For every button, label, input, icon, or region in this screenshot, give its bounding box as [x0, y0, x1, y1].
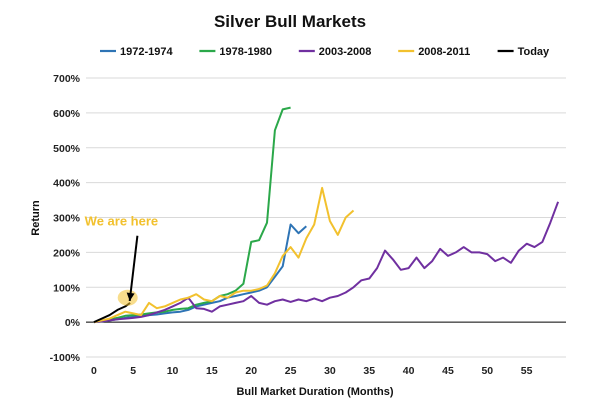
series-line-1978-1980 [93, 106, 291, 324]
x-tick-label: 50 [481, 365, 493, 377]
legend-label: 1978-1980 [219, 46, 272, 58]
y-tick-label: 400% [53, 178, 81, 190]
annotation-layer: We are here [85, 214, 158, 306]
annotation-label: We are here [85, 214, 158, 229]
annotation-arrow-head [126, 292, 135, 301]
x-tick-label: 0 [91, 365, 97, 377]
x-tick-label: 35 [363, 365, 375, 377]
x-axis-ticks: 0 5 10 15 20 25 30 35 40 45 50 55 [91, 365, 533, 377]
y-axis-title: Return [30, 200, 42, 236]
highlight-marker [117, 289, 138, 306]
chart-legend: 1972-1974 1978-1980 2003-2008 2008-2011 Toda… [100, 46, 550, 58]
legend-label: 2003-2008 [319, 46, 372, 58]
legend-label: 1972-1974 [120, 46, 173, 58]
x-tick-label: 30 [324, 365, 336, 377]
series-line-2003-2008 [93, 201, 560, 324]
series-lines [93, 106, 560, 324]
y-tick-label: 500% [53, 143, 81, 155]
chart-title: Silver Bull Markets [214, 12, 366, 31]
y-tick-label: 100% [53, 282, 81, 294]
x-tick-label: 40 [403, 365, 415, 377]
gridlines [86, 77, 566, 358]
y-axis-ticks: -100% 0% 100% 200% 300% 400% 500% 600% 700% [50, 73, 81, 364]
annotation-arrow-shaft [128, 235, 139, 302]
y-tick-label: 600% [53, 108, 81, 120]
x-tick-label: 25 [285, 365, 297, 377]
series-line-2008-2011 [93, 186, 355, 324]
x-tick-label: 45 [442, 365, 454, 377]
y-tick-label: 300% [53, 213, 81, 225]
x-tick-label: 5 [130, 365, 136, 377]
x-axis-title: Bull Market Duration (Months) [236, 386, 393, 398]
x-tick-label: 20 [245, 365, 257, 377]
y-tick-label: 200% [53, 247, 81, 259]
y-tick-label: 0% [65, 317, 81, 329]
legend-label: Today [518, 46, 550, 58]
x-tick-label: 10 [167, 365, 179, 377]
x-tick-label: 15 [206, 365, 218, 377]
y-tick-label: -100% [50, 352, 81, 364]
y-tick-label: 700% [53, 73, 81, 85]
legend-label: 2008-2011 [418, 46, 470, 58]
series-line-today [93, 302, 131, 324]
x-tick-label: 55 [521, 365, 533, 377]
